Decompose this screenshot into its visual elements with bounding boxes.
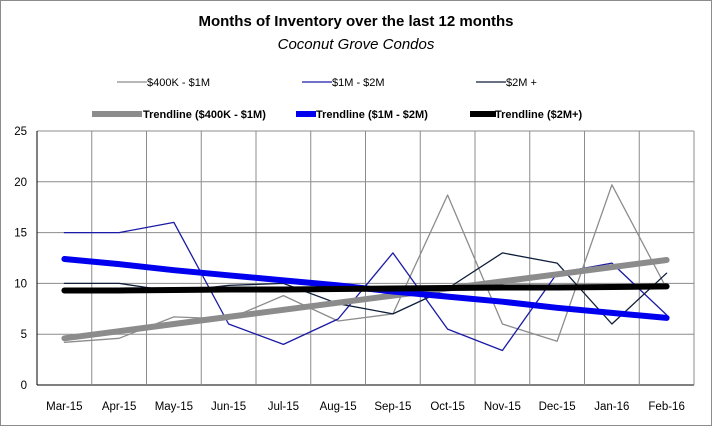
x-tick-label: Nov-15: [484, 401, 521, 413]
x-tick-label: Jul-15: [268, 401, 299, 413]
x-tick-label: Mar-15: [46, 401, 82, 413]
x-tick-label: Dec-15: [539, 401, 576, 413]
legend-label-trend-400k-1m: Trendline ($400K - $1M): [143, 109, 266, 121]
legend: $400K - $1M $1M - $2M $2M + Trendline ($…: [92, 77, 582, 121]
legend-label-400k-1m: $400K - $1M: [147, 77, 210, 89]
x-tick-label: Jun-15: [211, 401, 246, 413]
legend-label-trend-2m-plus: Trendline ($2M+): [495, 109, 582, 121]
series-line-6: [61, 283, 670, 294]
legend-label-2m-plus: $2M +: [506, 77, 537, 89]
y-tick-label: 0: [21, 380, 27, 392]
x-tick-label: Jan-16: [594, 401, 629, 413]
series-line-1: [63, 184, 668, 343]
x-tick-label: May-15: [155, 401, 193, 413]
x-tick-label: Sep-15: [374, 401, 411, 413]
chart-title: Months of Inventory over the last 12 mon…: [198, 13, 513, 30]
series-line-4: [61, 257, 670, 342]
legend-label-trend-1m-2m: Trendline ($1M - $2M): [316, 109, 428, 121]
y-tick-label: 15: [14, 228, 27, 240]
x-tick-label: Aug-15: [320, 401, 357, 413]
chart-subtitle: Coconut Grove Condos: [278, 36, 435, 53]
x-tick-label: Apr-15: [102, 401, 137, 413]
y-tick-label: 20: [14, 177, 27, 189]
y-tick-label: 10: [14, 278, 27, 290]
plot-area: 0 5 10 15 20 25 Mar-15 Apr-15 May-15 Jun-15 Jul-15…: [14, 126, 695, 413]
legend-label-1m-2m: $1M - $2M: [332, 77, 385, 89]
x-tick-label: Feb-16: [648, 401, 684, 413]
y-tick-label: 5: [21, 329, 27, 341]
y-tick-label: 25: [14, 126, 27, 138]
x-tick-label: Oct-15: [430, 401, 465, 413]
